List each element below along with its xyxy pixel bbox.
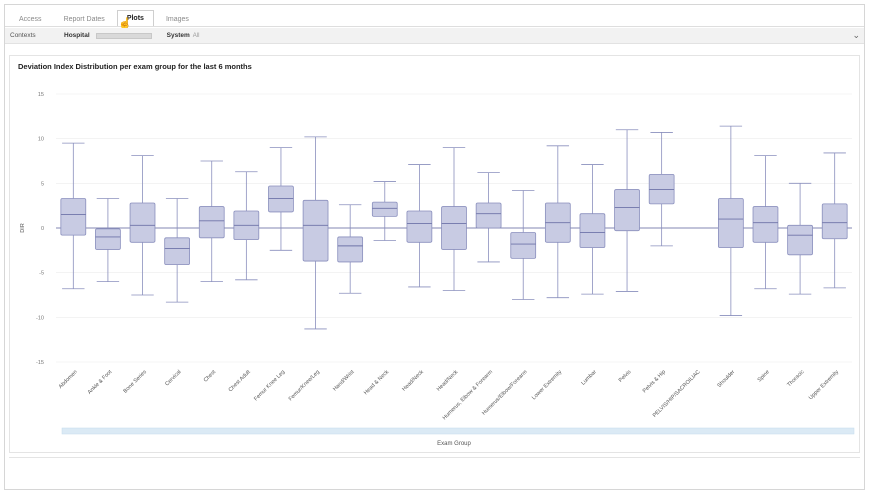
x-tick-label: Chest	[203, 369, 218, 384]
y-axis-label: DIR	[20, 223, 26, 233]
contexts-label: Contexts	[10, 32, 36, 39]
system-value[interactable]: All	[192, 32, 200, 39]
x-axis-label: Exam Group	[437, 441, 471, 447]
x-tick-label: Cervical	[164, 369, 182, 387]
box	[337, 236, 364, 263]
box	[510, 232, 537, 259]
box	[614, 189, 640, 232]
x-tick-label: Femur/Knee/Leg	[288, 369, 321, 402]
y-tick-label: -15	[36, 360, 44, 366]
x-tick-label: Lower Extremity	[531, 369, 563, 401]
y-tick-label: 10	[38, 137, 44, 143]
x-tick-label: Pelvis	[618, 369, 633, 384]
app-window: Access Report Dates Plots Images ☝ Conte…	[4, 4, 865, 490]
box	[406, 210, 433, 243]
x-tick-label: Shoulder	[716, 369, 736, 389]
y-tick-label: -5	[39, 271, 44, 277]
x-tick-label: Bone Series	[123, 369, 149, 395]
x-tick-label: Head/Neck	[436, 369, 460, 393]
chart-title: Deviation Index Distribution per exam gr…	[18, 62, 252, 71]
box	[821, 203, 848, 240]
tab-plots[interactable]: Plots	[116, 10, 154, 26]
box	[164, 237, 190, 266]
box	[579, 213, 606, 249]
hand-cursor-icon: ☝	[118, 18, 132, 30]
chevron-down-icon[interactable]: ⌄	[852, 30, 860, 40]
hospital-slider[interactable]	[95, 32, 152, 39]
filter-bar: Contexts Hospital System All ⌄	[5, 28, 864, 44]
box	[718, 198, 744, 249]
box	[475, 202, 502, 229]
x-tick-label: Head/Neck	[401, 369, 425, 393]
x-tick-label: Hand/Wrist	[332, 369, 356, 393]
tab-images[interactable]: Images	[165, 16, 189, 23]
tab-report-dates[interactable]: Report Dates	[63, 16, 105, 23]
y-tick-label: 0	[41, 226, 44, 232]
x-tick-label: Upper Extremity	[808, 369, 840, 401]
box	[441, 206, 467, 250]
box	[787, 224, 813, 256]
x-tick-label: Spine	[757, 369, 771, 383]
box	[371, 201, 398, 217]
tab-bar: Access Report Dates Plots Images	[5, 5, 864, 27]
y-tick-label: -10	[36, 315, 44, 321]
x-tick-label: Lumbar	[580, 369, 598, 387]
chart-panel: Deviation Index Distribution per exam gr…	[9, 55, 860, 453]
y-tick-label: 5	[41, 181, 44, 187]
box	[129, 202, 156, 243]
x-tick-label: Head & Neck	[363, 369, 390, 396]
tab-access[interactable]: Access	[19, 16, 42, 23]
y-tick-label: 15	[38, 92, 44, 98]
box	[302, 199, 329, 262]
x-tick-label: Pelvis & Hip	[642, 369, 667, 394]
system-filter[interactable]: System	[166, 32, 190, 39]
box-plot-chart: -15 -10 -5 0 5 10 15 DIR Abdomen Ankle & Foot Bone…	[20, 92, 855, 447]
box	[60, 198, 87, 236]
box	[95, 228, 121, 250]
empty-panel	[9, 457, 860, 491]
box	[198, 206, 225, 239]
x-tick-label: Femur Knee Leg	[253, 369, 286, 402]
x-tick-label: Ankle & Foot	[87, 369, 114, 396]
box	[752, 206, 779, 243]
x-tick-label: Thoracic	[786, 369, 805, 388]
hospital-filter[interactable]: Hospital	[64, 32, 90, 39]
range-scrollbar	[61, 427, 855, 435]
x-tick-label: Abdomen	[58, 369, 79, 390]
x-tick-label: Chest Adult	[228, 369, 252, 393]
